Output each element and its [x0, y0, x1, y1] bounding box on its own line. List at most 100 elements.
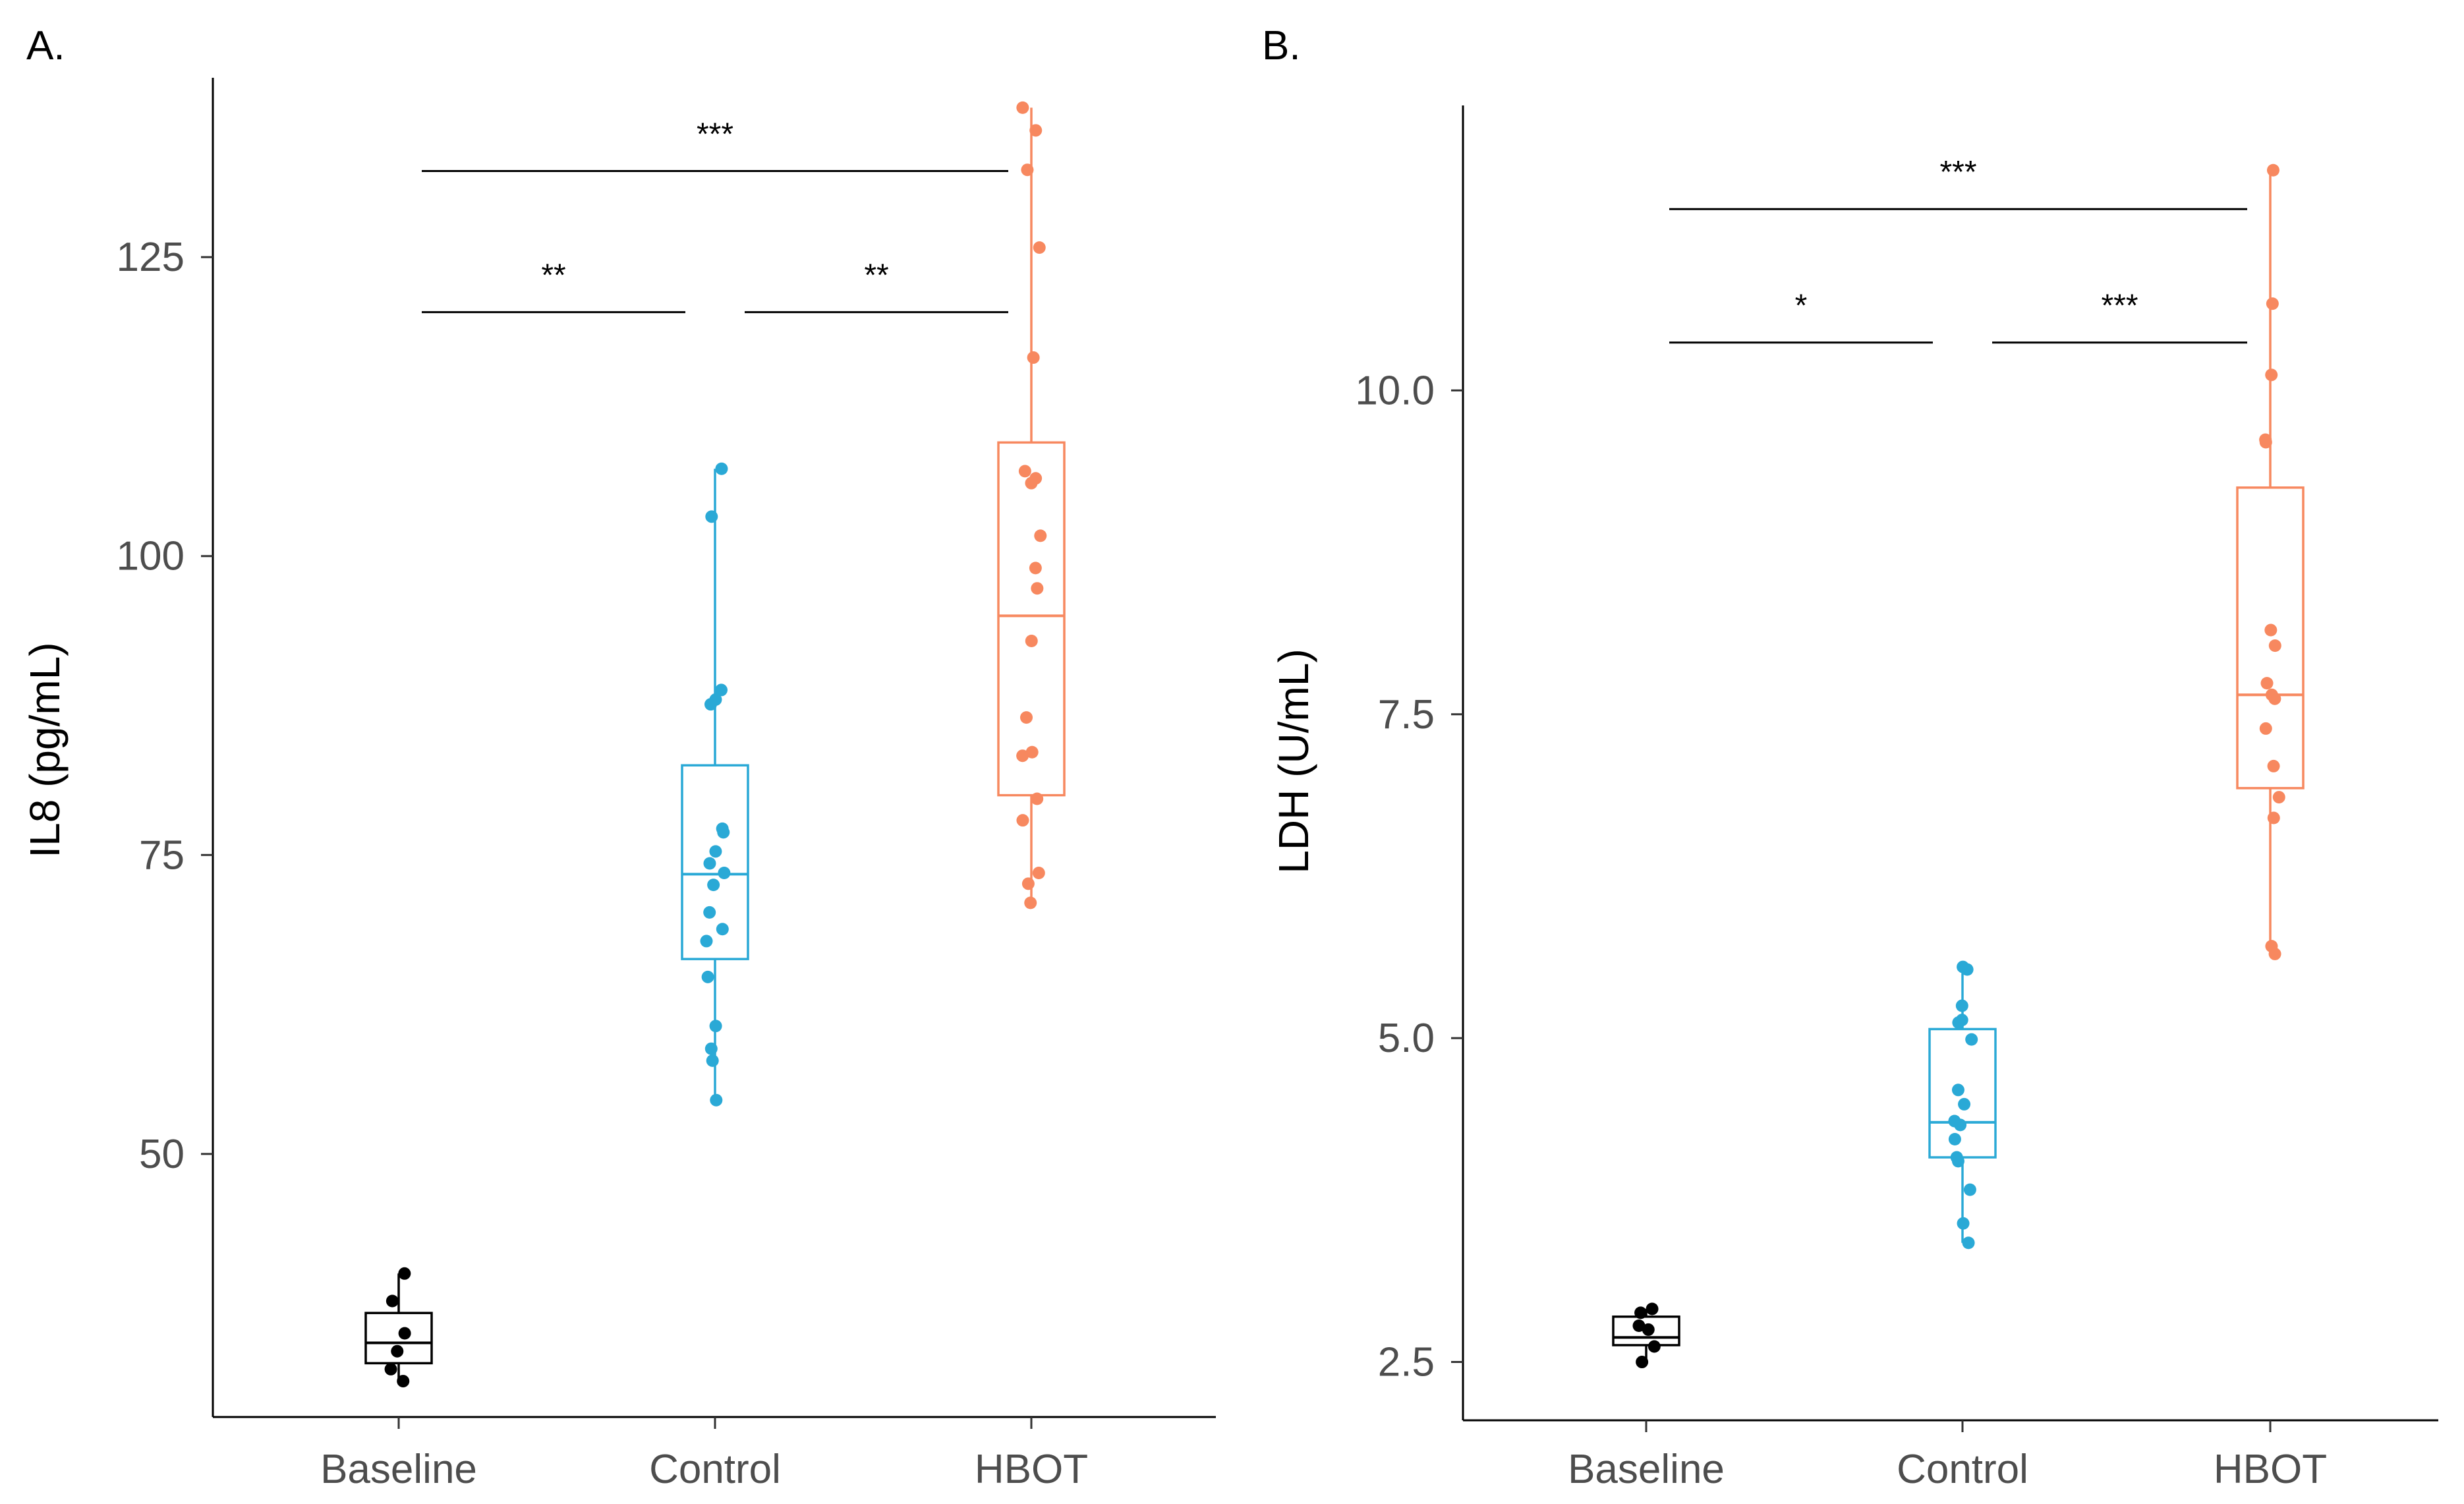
data-point-control — [714, 683, 728, 697]
data-point-hbot — [1031, 582, 1044, 595]
data-point-hbot — [1029, 562, 1042, 575]
x-tick-label-control: Control — [649, 1447, 781, 1492]
data-point-baseline — [1642, 1323, 1655, 1336]
y-tick-label: 7.5 — [1378, 692, 1435, 738]
data-point-hbot — [1016, 749, 1029, 763]
data-point-hbot — [2265, 688, 2278, 701]
box-control — [681, 764, 749, 960]
data-point-baseline — [384, 1362, 397, 1375]
x-tick-label-baseline: Baseline — [1568, 1447, 1725, 1492]
data-point-baseline — [398, 1267, 411, 1280]
data-point-control — [709, 845, 722, 858]
data-point-control — [1957, 960, 1970, 973]
box-baseline — [1612, 1316, 1680, 1346]
data-point-control — [716, 822, 729, 835]
data-point-control — [700, 935, 713, 948]
data-point-hbot — [2266, 297, 2279, 310]
data-point-baseline — [391, 1345, 404, 1358]
y-tick-label: 125 — [117, 235, 185, 280]
data-point-hbot — [1018, 465, 1031, 478]
data-point-baseline — [398, 1327, 411, 1340]
data-point-control — [705, 510, 718, 523]
x-tick-label-control: Control — [1897, 1447, 2028, 1492]
data-point-control — [1948, 1114, 1961, 1128]
data-point-control — [1965, 1033, 1978, 1046]
data-point-control — [1948, 1132, 1961, 1145]
data-point-control — [707, 879, 720, 892]
data-point-hbot — [1029, 472, 1043, 485]
data-point-control — [1951, 1084, 1964, 1097]
y-tick-label: 50 — [139, 1132, 185, 1177]
data-point-control — [709, 1020, 722, 1033]
data-point-hbot — [2267, 759, 2280, 772]
data-point-baseline — [1632, 1319, 1646, 1333]
data-point-hbot — [1020, 711, 1033, 724]
data-point-control — [1963, 1183, 1976, 1196]
data-point-control — [703, 857, 716, 870]
significance-label: * — [1795, 289, 1808, 324]
data-point-baseline — [386, 1294, 399, 1308]
y-axis-title: LDH (U/mL) — [1270, 649, 1317, 873]
data-point-hbot — [1021, 877, 1035, 890]
panel-label-b: B. — [1262, 23, 1301, 69]
data-point-control — [710, 1093, 723, 1107]
data-point-hbot — [1024, 896, 1037, 910]
y-axis-title: IL8 (pg/mL) — [21, 642, 69, 857]
box-hbot — [2236, 486, 2305, 790]
data-point-control — [718, 867, 731, 879]
panel-label-a: A. — [26, 23, 65, 69]
data-point-control — [709, 693, 722, 706]
y-tick-label: 2.5 — [1378, 1340, 1435, 1385]
data-point-hbot — [1025, 635, 1038, 648]
significance-label: *** — [2101, 289, 2138, 324]
data-point-hbot — [1027, 351, 1040, 364]
data-point-control — [1955, 999, 1968, 1012]
data-point-baseline — [1636, 1356, 1649, 1369]
significance-label: *** — [697, 117, 733, 152]
data-point-hbot — [2266, 163, 2279, 177]
data-point-hbot — [1025, 745, 1039, 759]
data-point-hbot — [2264, 623, 2278, 637]
data-point-hbot — [1034, 529, 1047, 542]
data-point-control — [703, 906, 716, 919]
data-point-hbot — [2272, 791, 2285, 804]
data-point-hbot — [1031, 792, 1044, 805]
x-tick-label-baseline: Baseline — [320, 1447, 477, 1492]
y-tick-label: 100 — [117, 534, 185, 579]
data-point-control — [1958, 1097, 1971, 1111]
data-point-hbot — [2265, 368, 2278, 382]
data-point-control — [1955, 1014, 1968, 1027]
significance-label: ** — [864, 258, 888, 293]
data-point-hbot — [2259, 433, 2272, 446]
y-tick-label: 75 — [139, 832, 185, 878]
data-point-hbot — [2267, 811, 2280, 824]
data-point-control — [716, 923, 729, 936]
data-point-hbot — [1033, 241, 1046, 254]
data-point-control — [1957, 1217, 1970, 1230]
data-point-hbot — [2265, 940, 2278, 953]
data-point-baseline — [1646, 1302, 1659, 1316]
box-hbot — [997, 441, 1066, 797]
data-point-hbot — [1029, 124, 1043, 137]
data-point-control — [1962, 1236, 1975, 1250]
data-point-hbot — [1021, 163, 1034, 177]
data-point-hbot — [2259, 722, 2272, 735]
data-point-control — [1950, 1151, 1963, 1164]
data-point-control — [706, 1054, 719, 1067]
data-point-hbot — [1016, 101, 1029, 114]
data-point-hbot — [1016, 814, 1029, 827]
y-tick-label: 5.0 — [1378, 1016, 1435, 1061]
significance-label: ** — [541, 258, 565, 293]
data-point-control — [704, 1042, 718, 1055]
data-point-baseline — [1634, 1306, 1647, 1319]
x-tick-label-hbot: HBOT — [975, 1447, 1088, 1492]
data-point-hbot — [2268, 639, 2281, 652]
data-point-hbot — [2260, 677, 2274, 690]
significance-label: *** — [1939, 155, 1976, 190]
data-point-control — [701, 970, 714, 983]
data-point-control — [715, 462, 728, 475]
data-point-baseline — [397, 1375, 410, 1388]
box-baseline — [364, 1312, 433, 1365]
